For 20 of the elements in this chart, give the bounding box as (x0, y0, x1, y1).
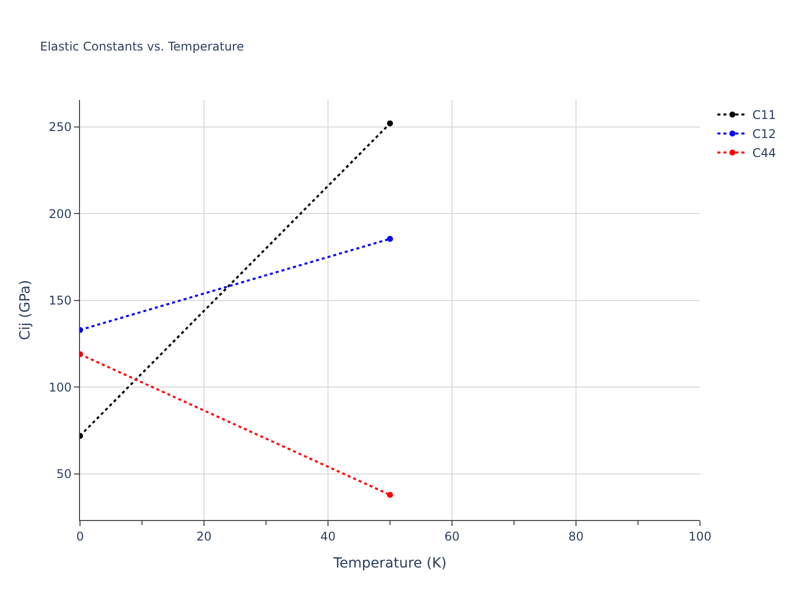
y-tick-label: 200 (48, 206, 72, 221)
y-axis-title: Cij (GPa) (17, 280, 34, 340)
y-tick-label: 150 (48, 294, 72, 308)
x-tick-label: 100 (688, 529, 712, 544)
legend-label: C44 (752, 146, 776, 160)
x-tick-label: 20 (196, 529, 212, 544)
legend-label: C12 (752, 127, 776, 142)
chart-title: Elastic Constants vs. Temperature (40, 39, 244, 54)
x-tick-label: 40 (320, 529, 336, 544)
point (387, 236, 393, 242)
x-tick-label: 80 (568, 529, 584, 544)
y-tick-label: 250 (48, 120, 72, 134)
x-tick-label: 0 (76, 529, 84, 544)
x-tick-label: 60 (444, 529, 460, 544)
point (387, 492, 393, 498)
x-axis-title: Temperature (K) (332, 556, 447, 572)
legend-label: C11 (752, 108, 776, 122)
point (387, 120, 393, 126)
y-tick-label: 50 (56, 467, 72, 482)
y-tick-label: 100 (48, 380, 72, 394)
